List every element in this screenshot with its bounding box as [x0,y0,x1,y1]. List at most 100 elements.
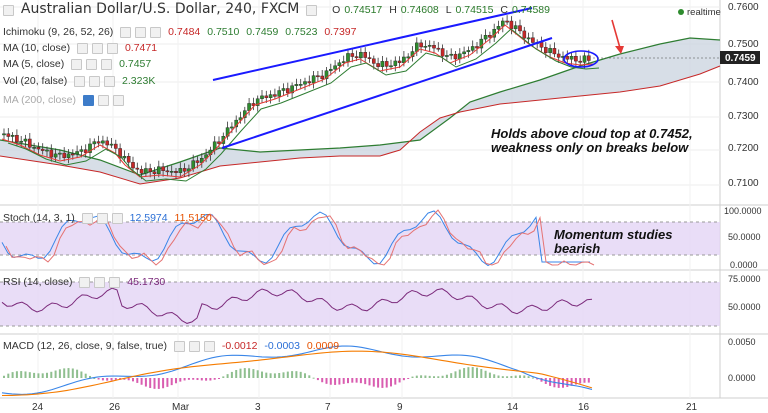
price-tick: 0.7300 [728,111,759,122]
settings-icon[interactable] [86,58,98,70]
macd-line [1,345,593,395]
close-icon[interactable] [111,212,123,224]
settings-icon[interactable] [306,4,318,16]
macd-histogram-bar [213,378,216,380]
legend-ma5[interactable]: MA (5, close) 0.7457 [3,58,155,71]
macd-histogram-bar [67,368,70,378]
candle-body [45,149,49,152]
settings-icon[interactable] [135,26,147,38]
settings-icon[interactable] [96,212,108,224]
macd-pane [1,345,593,397]
legend-vol[interactable]: Vol (20, false) 2.323K [3,75,159,88]
candle-body [178,168,183,173]
candle-body [126,156,131,163]
candle-body [139,169,144,174]
candle-body [23,138,28,142]
eye-icon[interactable] [81,212,93,224]
settings-icon[interactable] [92,42,104,54]
close-icon[interactable] [101,58,113,70]
macd-histogram-bar [364,378,367,385]
macd-histogram-bar [127,378,130,381]
collapse-icon[interactable] [3,4,14,16]
legend-stoch[interactable]: Stoch (14, 3, 1) 12.5974 11.5150 [3,212,216,225]
candle-body [118,148,122,159]
current-price-badge [720,51,760,64]
ohlc-l-label: L [445,4,452,16]
ohlc-low: 0.74515 [455,4,494,16]
macd-histogram-bar [488,372,491,378]
eye-icon[interactable] [79,276,91,288]
close-icon[interactable] [109,276,121,288]
candle-body [144,168,148,174]
macd-histogram-bar [50,371,53,378]
macd-histogram-bar [359,378,362,384]
eye-icon[interactable] [71,58,83,70]
candle-body [6,133,11,137]
macd-histogram-bar [256,370,259,378]
close-icon[interactable] [203,340,215,352]
ma10-value: 0.7471 [124,42,158,54]
candle-body [350,53,355,57]
cloud-fill [0,38,720,184]
settings-icon[interactable] [94,276,106,288]
candle-body [294,84,299,86]
macd-histogram-bar [566,378,569,387]
eye-icon[interactable] [120,26,132,38]
candle-body [131,162,135,169]
macd-histogram-bar [579,378,582,384]
oscillator-axes: 100.0000 50.0000 0.0000 75.0000 50.0000 … [724,206,762,383]
price-axis[interactable]: 0.7600 0.7500 0.7400 0.7300 0.7200 0.710… [720,2,760,189]
macd-histogram-bar [11,372,14,378]
macd-histogram-bar [355,378,358,383]
time-axis[interactable]: 24 26 Mar 3 7 9 14 16 21 [32,402,698,413]
settings-icon[interactable] [89,75,101,87]
legend-macd[interactable]: MACD (12, 26, close, 9, false, true) -0.… [3,340,343,353]
candle-body [96,141,101,144]
settings-icon[interactable] [188,340,200,352]
annotation-line: Holds above cloud top at 0.7452, [491,126,693,141]
eye-icon[interactable] [173,340,185,352]
candle-body [255,98,260,106]
macd-histogram-bar [321,378,324,383]
close-icon[interactable] [112,94,124,106]
vol-label: Vol (20, false) [3,75,68,87]
rsi-pane [0,281,720,327]
candle-body [290,85,294,94]
close-icon[interactable] [150,26,162,38]
macd-histogram-bar [162,378,165,389]
macd-histogram-bar [329,378,332,385]
eye-icon[interactable] [77,42,89,54]
candle-body [75,151,79,155]
macd-histogram-bar [252,369,255,378]
price-tick: 0.7600 [728,2,759,13]
macd-histogram-bar [269,373,272,378]
macd-histogram-bar [450,373,453,378]
settings-icon[interactable] [97,94,109,106]
macd-histogram-bar [222,376,225,378]
legend-ma200[interactable]: MA (200, close) [3,94,128,107]
eye-icon[interactable] [74,75,86,87]
candle-body [303,81,307,85]
candle-body [105,140,109,146]
macd-histogram-bar [372,378,375,387]
candle-body [2,133,6,136]
macd-histogram-bar [84,373,87,378]
macd-histogram-bar [230,371,233,378]
macd-histogram-bar [428,375,431,378]
candle-body [169,171,174,173]
close-icon[interactable] [104,75,116,87]
macd-histogram-bar [28,372,31,378]
legend-rsi[interactable]: RSI (14, close) 45.1730 [3,276,169,289]
eye-icon[interactable] [82,94,94,106]
rsi-band [0,282,720,326]
legend-ichimoku[interactable]: Ichimoku (9, 26, 52, 26) 0.7484 0.7510 0… [3,26,360,39]
annotation-line: Momentum studies [554,227,673,242]
legend-ma10[interactable]: MA (10, close) 0.7471 [3,42,161,55]
grid-lines [0,0,720,398]
candle-body [359,52,363,59]
close-icon[interactable] [107,42,119,54]
macd-histogram-bar [368,378,371,386]
macd-histogram-bar [196,378,199,381]
macd-histogram-bar [587,378,590,383]
